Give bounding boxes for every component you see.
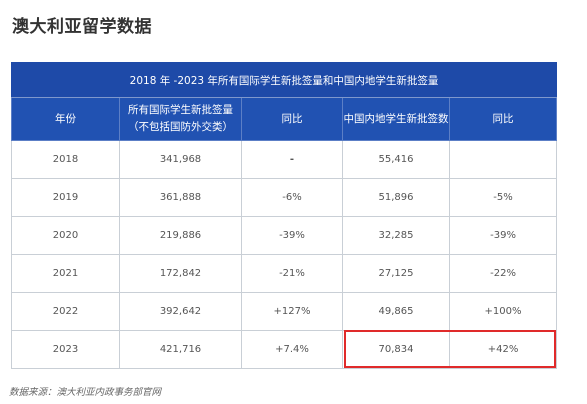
cell-intl: 219,886 <box>119 216 242 255</box>
cell-yoy-china: -22% <box>448 254 558 293</box>
table-row: 2022 392,642 +127% 49,865 +100% <box>11 292 558 331</box>
cell-year: 2023 <box>11 330 120 369</box>
cell-yoy-china <box>448 140 558 179</box>
cell-china: 51,896 <box>342 178 450 217</box>
page-heading: 澳大利亚留学数据 <box>12 17 152 37</box>
source-note: 数据来源：澳大利亚内政事务部官网 <box>9 387 162 398</box>
cell-yoy-china: +42% <box>448 330 558 369</box>
cell-yoy-china: -39% <box>448 216 558 255</box>
cell-yoy-intl: +7.4% <box>241 330 343 369</box>
cell-intl: 392,642 <box>119 292 242 331</box>
visa-data-table: 2018 年 -2023 年所有国际学生新批签量和中国内地学生新批签量 年份 所… <box>10 62 558 369</box>
cell-intl: 421,716 <box>119 330 242 369</box>
cell-year: 2020 <box>11 216 120 255</box>
cell-intl: 341,968 <box>119 140 242 179</box>
table-row: 2018 341,968 - 55,416 <box>11 140 558 179</box>
table-title-row: 2018 年 -2023 年所有国际学生新批签量和中国内地学生新批签量 <box>10 62 558 98</box>
cell-china: 49,865 <box>342 292 450 331</box>
table-header-row: 年份 所有国际学生新批签量 （不包括国防外交类） 同比 中国内地学生新批签数 同… <box>11 97 558 141</box>
cell-intl: 172,842 <box>119 254 242 293</box>
table-title: 2018 年 -2023 年所有国际学生新批签量和中国内地学生新批签量 <box>10 62 558 98</box>
cell-yoy-intl: -39% <box>241 216 343 255</box>
cell-year: 2019 <box>11 178 120 217</box>
table-row: 2021 172,842 -21% 27,125 -22% <box>11 254 558 293</box>
header-intl-visas: 所有国际学生新批签量 （不包括国防外交类） <box>119 97 242 141</box>
cell-yoy-intl: - <box>241 140 343 179</box>
cell-yoy-china: -5% <box>448 178 558 217</box>
cell-yoy-intl: +127% <box>241 292 343 331</box>
cell-china: 70,834 <box>342 330 450 369</box>
table-row: 2019 361,888 -6% 51,896 -5% <box>11 178 558 217</box>
cell-yoy-intl: -6% <box>241 178 343 217</box>
header-intl-line1: 所有国际学生新批签量 <box>128 104 233 116</box>
header-yoy-intl: 同比 <box>241 97 343 141</box>
cell-china: 27,125 <box>342 254 450 293</box>
cell-china: 55,416 <box>342 140 450 179</box>
cell-yoy-intl: -21% <box>241 254 343 293</box>
cell-year: 2018 <box>11 140 120 179</box>
cell-yoy-china: +100% <box>448 292 558 331</box>
cell-intl: 361,888 <box>119 178 242 217</box>
cell-year: 2021 <box>11 254 120 293</box>
header-year: 年份 <box>11 97 120 141</box>
cell-china: 32,285 <box>342 216 450 255</box>
header-yoy-china: 同比 <box>448 97 558 141</box>
cell-year: 2022 <box>11 292 120 331</box>
header-china-visas: 中国内地学生新批签数 <box>342 97 450 141</box>
table-row: 2023 421,716 +7.4% 70,834 +42% <box>11 330 558 369</box>
table-row: 2020 219,886 -39% 32,285 -39% <box>11 216 558 255</box>
header-intl-line2: （不包括国防外交类） <box>128 121 233 133</box>
